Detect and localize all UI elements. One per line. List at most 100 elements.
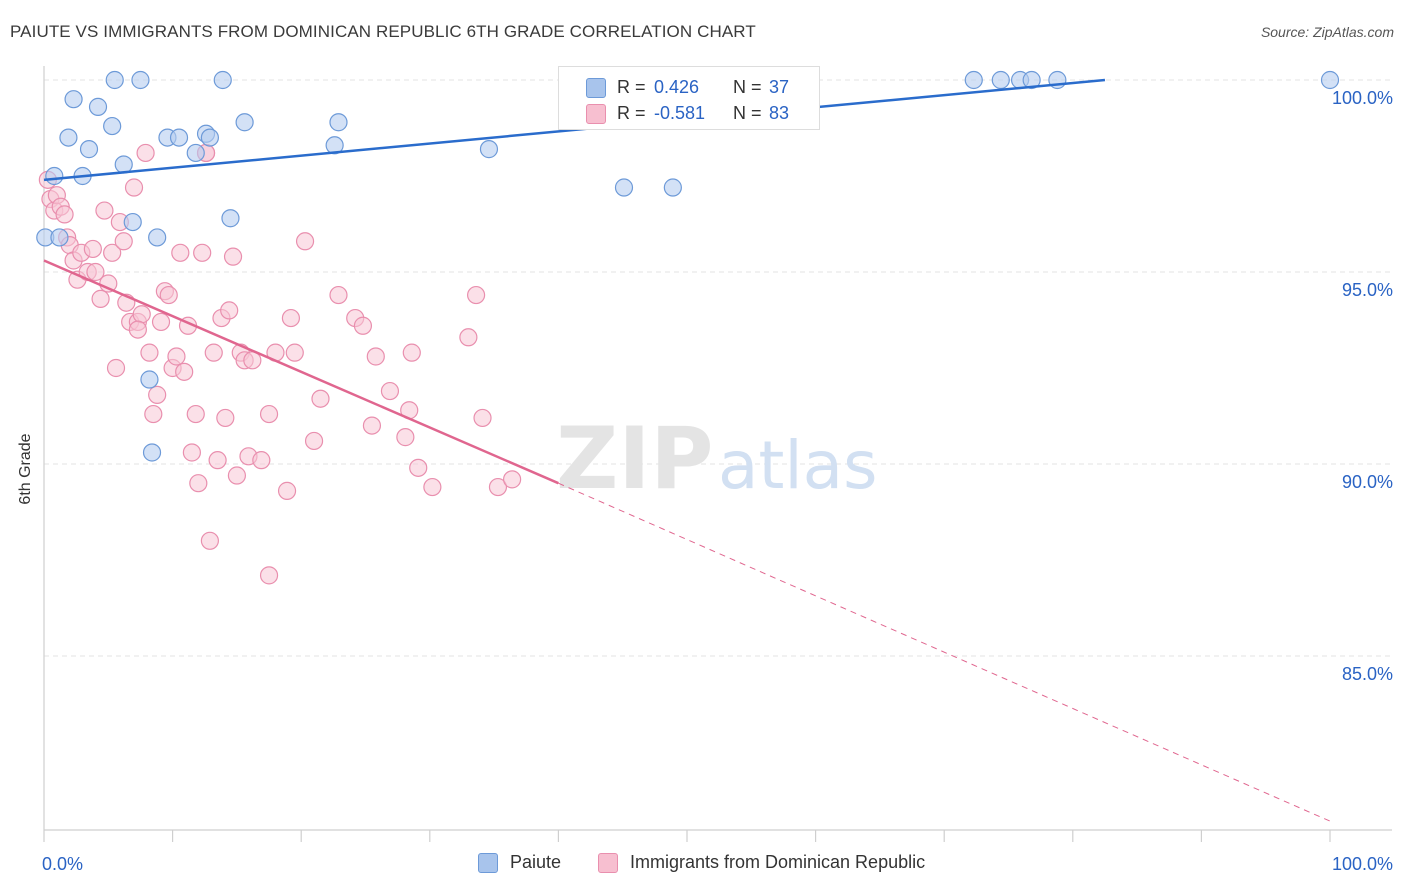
dominican-point[interactable] xyxy=(175,362,194,381)
dominican-point[interactable] xyxy=(208,451,227,470)
paiute-point[interactable] xyxy=(235,113,254,132)
paiute-point[interactable] xyxy=(64,90,83,109)
x-tick-label-start: 0.0% xyxy=(42,854,83,874)
paiute-point[interactable] xyxy=(114,155,133,174)
dominican-point[interactable] xyxy=(167,347,186,366)
stats-row-paiute: R = 0.426 N = 37 xyxy=(559,76,821,100)
paiute-point[interactable] xyxy=(140,370,159,389)
dominican-point[interactable] xyxy=(259,566,279,585)
dominican-point[interactable] xyxy=(114,232,133,251)
stats-legend: R = 0.426 N = 37 R = -0.581 N = 83 xyxy=(558,66,820,130)
r-value: 0.426 xyxy=(654,77,700,97)
dominican-point[interactable] xyxy=(304,431,324,451)
legend-item-paiute[interactable]: Paiute xyxy=(478,852,561,873)
dominican-point[interactable] xyxy=(55,205,74,224)
dominican-point[interactable] xyxy=(182,443,201,462)
dominican-point[interactable] xyxy=(362,416,382,435)
paiute-point[interactable] xyxy=(59,128,78,147)
n-label: N = xyxy=(733,103,762,123)
paiute-point[interactable] xyxy=(123,212,142,232)
legend-label-paiute: Paiute xyxy=(510,852,562,872)
dominican-point[interactable] xyxy=(252,451,271,470)
dominican-point[interactable] xyxy=(473,408,492,428)
dominican-point[interactable] xyxy=(86,262,105,282)
dominican-point[interactable] xyxy=(124,178,144,197)
paiute-point[interactable] xyxy=(200,128,219,147)
paiute-point[interactable] xyxy=(169,128,189,147)
dominican-point[interactable] xyxy=(488,477,508,497)
dominican-point[interactable] xyxy=(409,458,428,477)
dominican-point[interactable] xyxy=(204,343,223,362)
dominican-point[interactable] xyxy=(91,289,110,308)
dominican-point[interactable] xyxy=(353,316,373,335)
dominican-point[interactable] xyxy=(281,308,301,328)
dominican-point[interactable] xyxy=(380,381,400,401)
dominican-point[interactable] xyxy=(295,232,315,251)
dominican-point[interactable] xyxy=(459,328,478,347)
dominican-point[interactable] xyxy=(83,239,102,259)
paiute-point[interactable] xyxy=(50,228,69,247)
paiute-point[interactable] xyxy=(213,70,232,90)
paiute-swatch xyxy=(586,78,606,98)
watermark-zip: ZIP xyxy=(556,409,713,509)
paiute-point[interactable] xyxy=(479,140,499,159)
paiute-point[interactable] xyxy=(142,443,162,462)
dominican-point[interactable] xyxy=(396,428,415,447)
dominican-point[interactable] xyxy=(329,285,348,305)
dominican-point[interactable] xyxy=(144,404,163,424)
dominican-point[interactable] xyxy=(95,201,114,220)
paiute-point[interactable] xyxy=(991,70,1010,90)
dominican-point[interactable] xyxy=(223,247,243,266)
n-label: N = xyxy=(733,77,762,97)
paiute-point[interactable] xyxy=(131,70,150,90)
dominican-point[interactable] xyxy=(466,285,486,305)
paiute-point[interactable] xyxy=(329,113,348,132)
dominican-point[interactable] xyxy=(277,481,297,500)
dominican-point[interactable] xyxy=(132,305,151,324)
dominican-point[interactable] xyxy=(186,404,205,424)
dominican-point[interactable] xyxy=(159,285,178,305)
dominican-point[interactable] xyxy=(259,404,279,424)
dominican-point[interactable] xyxy=(140,343,159,362)
dominican-point[interactable] xyxy=(171,243,190,262)
dominican-point[interactable] xyxy=(106,358,126,378)
dominican-point[interactable] xyxy=(151,312,171,332)
dominican-point[interactable] xyxy=(148,385,167,404)
dominican-point[interactable] xyxy=(227,466,246,485)
dominican-point[interactable] xyxy=(285,343,304,362)
dominican-point[interactable] xyxy=(200,531,219,550)
dominican-trend-extension xyxy=(558,482,1331,822)
paiute-point[interactable] xyxy=(614,178,634,197)
paiute-point[interactable] xyxy=(103,116,122,136)
dominican-point[interactable] xyxy=(311,389,330,408)
dominican-swatch xyxy=(586,104,606,124)
paiute-point[interactable] xyxy=(148,228,167,247)
watermark-atlas: atlas xyxy=(718,427,878,504)
dominican-point[interactable] xyxy=(193,243,212,262)
dominican-point[interactable] xyxy=(216,408,235,428)
dominican-point[interactable] xyxy=(136,143,155,163)
dominican-point[interactable] xyxy=(423,477,442,497)
dominican-point[interactable] xyxy=(503,470,522,489)
legend-item-dominican[interactable]: Immigrants from Dominican Republic xyxy=(598,852,925,873)
paiute-point[interactable] xyxy=(964,70,983,90)
paiute-point[interactable] xyxy=(79,140,99,159)
legend-swatch-paiute xyxy=(478,852,498,873)
paiute-point[interactable] xyxy=(45,166,64,186)
dominican-point[interactable] xyxy=(366,347,385,366)
paiute-point[interactable] xyxy=(88,97,108,116)
series-legend: Paiute Immigrants from Dominican Republi… xyxy=(0,852,1406,876)
dominican-point[interactable] xyxy=(128,320,147,339)
paiute-point[interactable] xyxy=(221,209,240,228)
dominican-point[interactable] xyxy=(103,243,122,262)
dominican-point[interactable] xyxy=(189,474,208,493)
dominican-point[interactable] xyxy=(220,301,239,320)
paiute-point[interactable] xyxy=(186,143,205,163)
paiute-point[interactable] xyxy=(1320,70,1340,90)
paiute-point[interactable] xyxy=(325,136,344,155)
paiute-point[interactable] xyxy=(663,178,682,197)
paiute-point[interactable] xyxy=(105,70,124,90)
paiute-point[interactable] xyxy=(1022,70,1041,90)
dominican-point[interactable] xyxy=(402,343,421,362)
x-tick-label-end: 100.0% xyxy=(1332,854,1393,874)
